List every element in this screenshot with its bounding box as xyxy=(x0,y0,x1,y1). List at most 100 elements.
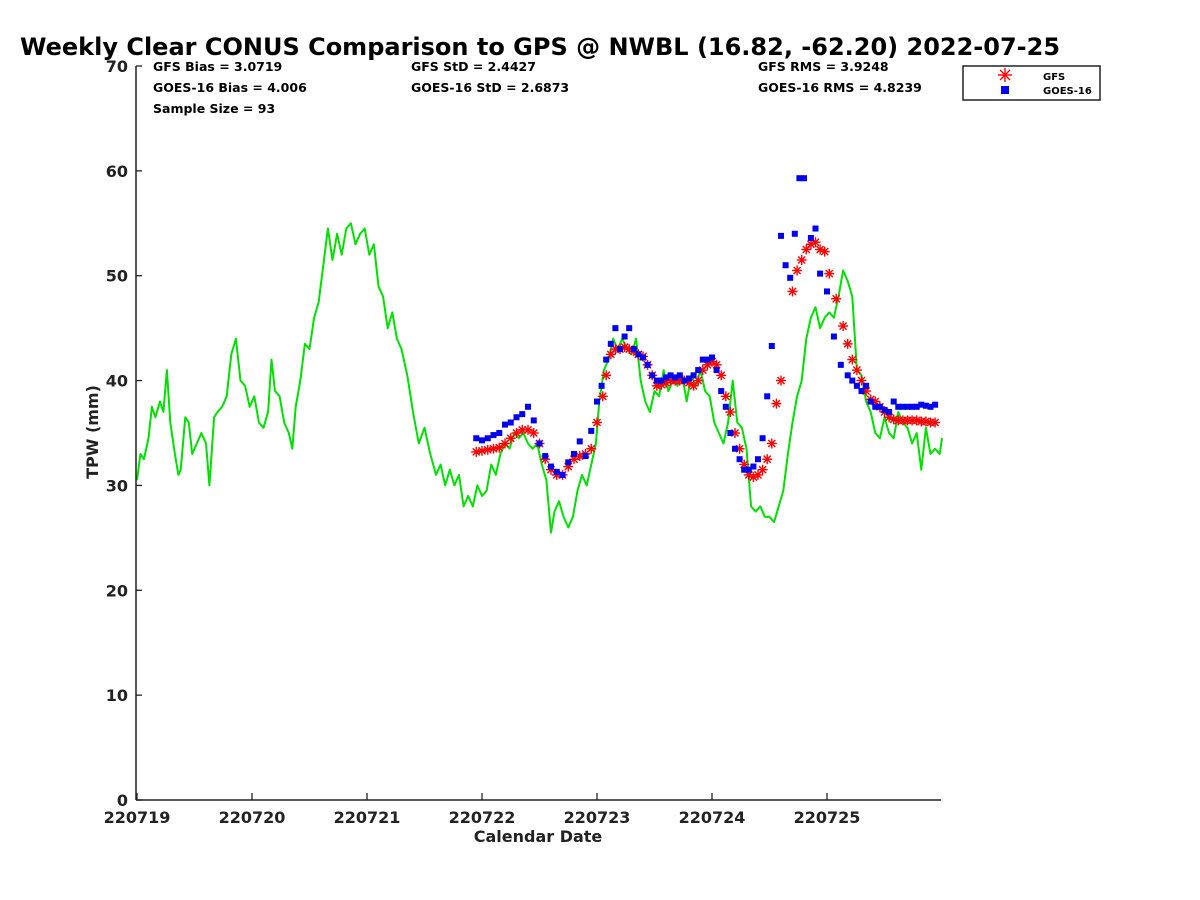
x-tick-label: 220719 xyxy=(104,808,171,827)
goes-point xyxy=(491,432,497,438)
goes-point xyxy=(691,372,697,378)
goes-point xyxy=(769,343,775,349)
goes-std-text: GOES-16 StD = 2.6873 xyxy=(411,80,569,95)
gfs-point xyxy=(847,355,857,365)
legend-gfs-marker xyxy=(998,68,1012,82)
goes-point xyxy=(603,357,609,363)
goes-point xyxy=(831,334,837,340)
goes-point xyxy=(732,446,738,452)
gfs-point xyxy=(601,370,611,380)
goes-point xyxy=(617,346,623,352)
goes-point xyxy=(554,469,560,475)
goes-point xyxy=(849,378,855,384)
goes-point xyxy=(599,383,605,389)
goes-point xyxy=(594,399,600,405)
goes-point xyxy=(817,271,823,277)
goes-point xyxy=(764,393,770,399)
goes-point xyxy=(808,235,814,241)
goes-point xyxy=(695,367,701,373)
y-tick-label: 20 xyxy=(106,581,128,600)
x-tick-label: 220725 xyxy=(794,808,861,827)
x-axis-label: Calendar Date xyxy=(474,827,603,846)
gfs-point xyxy=(831,294,841,304)
gfs-point xyxy=(529,428,539,438)
goes-point xyxy=(645,362,651,368)
gfs-point xyxy=(838,321,848,331)
gfs-point xyxy=(767,438,777,448)
goes-point xyxy=(479,437,485,443)
goes-point xyxy=(718,388,724,394)
goes-point xyxy=(792,231,798,237)
goes-point xyxy=(548,464,554,470)
stats-block: GFS Bias = 3.0719 GOES-16 Bias = 4.006 S… xyxy=(153,59,922,116)
goes-point xyxy=(891,399,897,405)
legend-goes-marker xyxy=(1001,86,1009,94)
gfs-point xyxy=(852,365,862,375)
gfs-point xyxy=(820,247,830,257)
gfs-point xyxy=(776,376,786,386)
goes-point xyxy=(531,417,537,423)
goes-point xyxy=(577,438,583,444)
goes-point xyxy=(588,428,594,434)
goes-point xyxy=(838,362,844,368)
x-tick-label: 220724 xyxy=(679,808,746,827)
goes-point xyxy=(737,456,743,462)
goes-point xyxy=(649,372,655,378)
goes-point xyxy=(709,355,715,361)
goes-point xyxy=(787,275,793,281)
goes-point xyxy=(859,388,865,394)
goes-point xyxy=(932,402,938,408)
goes-point xyxy=(783,262,789,268)
legend-gfs-label: GFS xyxy=(1043,72,1065,83)
goes-point xyxy=(750,464,756,470)
goes-point xyxy=(723,404,729,410)
gfs-point xyxy=(586,444,596,454)
goes-point xyxy=(727,430,733,436)
axes: 010203040506070220719 220720 220721 220722 2… xyxy=(104,57,941,827)
gfs-point xyxy=(762,454,772,464)
goes-bias-text: GOES-16 Bias = 4.006 xyxy=(153,80,307,95)
x-tick-label: 220721 xyxy=(334,808,401,827)
goes-point xyxy=(485,435,491,441)
chart-title: Weekly Clear CONUS Comparison to GPS @ N… xyxy=(20,33,1060,61)
goes-point xyxy=(612,325,618,331)
gfs-point xyxy=(592,418,602,428)
goes-point xyxy=(801,175,807,181)
goes-rms-text: GOES-16 RMS = 4.8239 xyxy=(758,80,922,95)
y-tick-label: 50 xyxy=(106,267,128,286)
goes-point xyxy=(537,440,543,446)
y-tick-label: 10 xyxy=(106,686,128,705)
legend-goes-label: GOES-16 xyxy=(1043,86,1092,97)
goes-point xyxy=(813,226,819,232)
goes-point xyxy=(502,422,508,428)
y-axis-label: TPW (mm) xyxy=(83,385,102,479)
goes-point xyxy=(863,383,869,389)
x-tick-label: 220720 xyxy=(219,808,286,827)
gfs-point xyxy=(758,465,768,475)
plot-area xyxy=(137,175,942,532)
legend: GFS GOES-16 xyxy=(963,66,1100,100)
goes-point xyxy=(525,404,531,410)
y-tick-label: 70 xyxy=(106,57,128,76)
goes-point xyxy=(845,372,851,378)
goes-point xyxy=(622,334,628,340)
gfs-point xyxy=(792,265,802,275)
gfs-rms-text: GFS RMS = 3.9248 xyxy=(758,59,889,74)
goes-point xyxy=(514,414,520,420)
gfs-bias-text: GFS Bias = 3.0719 xyxy=(153,59,282,74)
goes-point xyxy=(854,383,860,389)
legend-gfs-asterisk xyxy=(998,68,1012,82)
goes-point xyxy=(824,288,830,294)
x-tick-label: 220722 xyxy=(449,808,516,827)
goes-point xyxy=(583,453,589,459)
gfs-point xyxy=(788,286,798,296)
goes-point xyxy=(473,435,479,441)
goes-point xyxy=(760,435,766,441)
y-tick-label: 60 xyxy=(106,162,128,181)
x-tick-label: 220723 xyxy=(564,808,631,827)
gfs-point xyxy=(771,399,781,409)
gfs-point xyxy=(930,418,940,428)
goes-point xyxy=(571,451,577,457)
goes-point xyxy=(640,355,646,361)
